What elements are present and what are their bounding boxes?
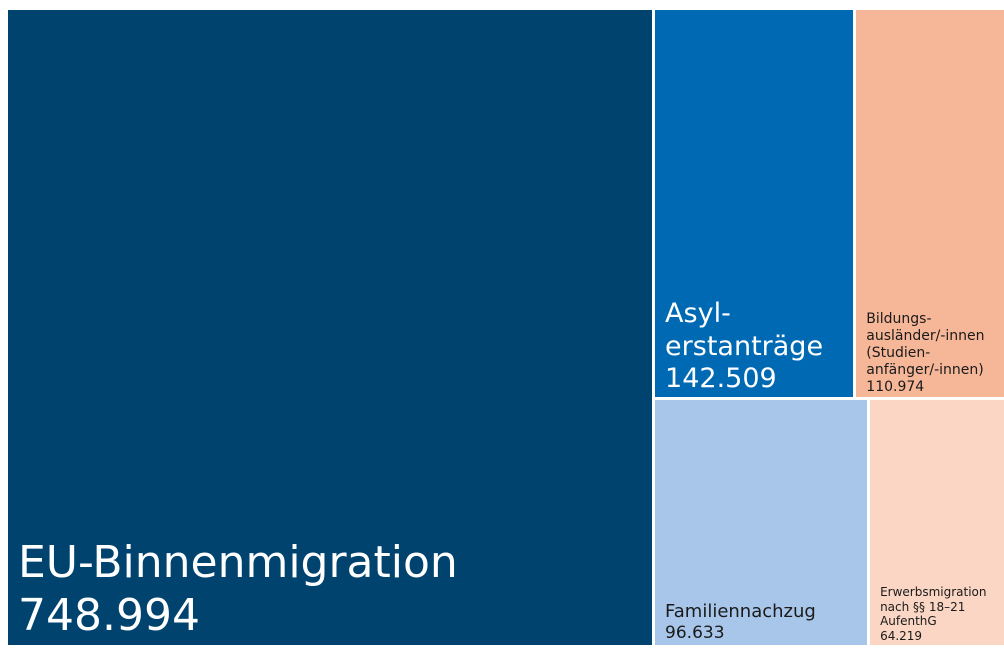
tile-value: 748.994 — [18, 590, 200, 642]
tile-value: 110.974 — [866, 378, 925, 395]
tile: Familiennachzug 96.633 — [655, 400, 868, 645]
tile: Asyl- erstanträge 142.509 — [655, 10, 854, 398]
tile-label: Bildungs- ausländer/-innen (Studien- anf… — [866, 311, 985, 378]
tile: EU-Binnenmigration 748.994 — [8, 10, 653, 645]
tile-label: Asyl- erstanträge — [665, 298, 824, 362]
tile-label: Erwerbsmigration nach §§ 18–21 AufenthG — [880, 585, 987, 629]
tile-label: EU-Binnenmigration — [18, 537, 458, 589]
tile-value: 64.219 — [880, 628, 923, 643]
tile: Bildungs- ausländer/-innen (Studien- anf… — [856, 10, 1004, 398]
tile-value: 96.633 — [665, 622, 725, 643]
tile-label: Familiennachzug — [665, 601, 816, 622]
tile-value: 142.509 — [665, 362, 777, 394]
tile: Erwerbsmigration nach §§ 18–21 AufenthG 6… — [870, 400, 1004, 645]
